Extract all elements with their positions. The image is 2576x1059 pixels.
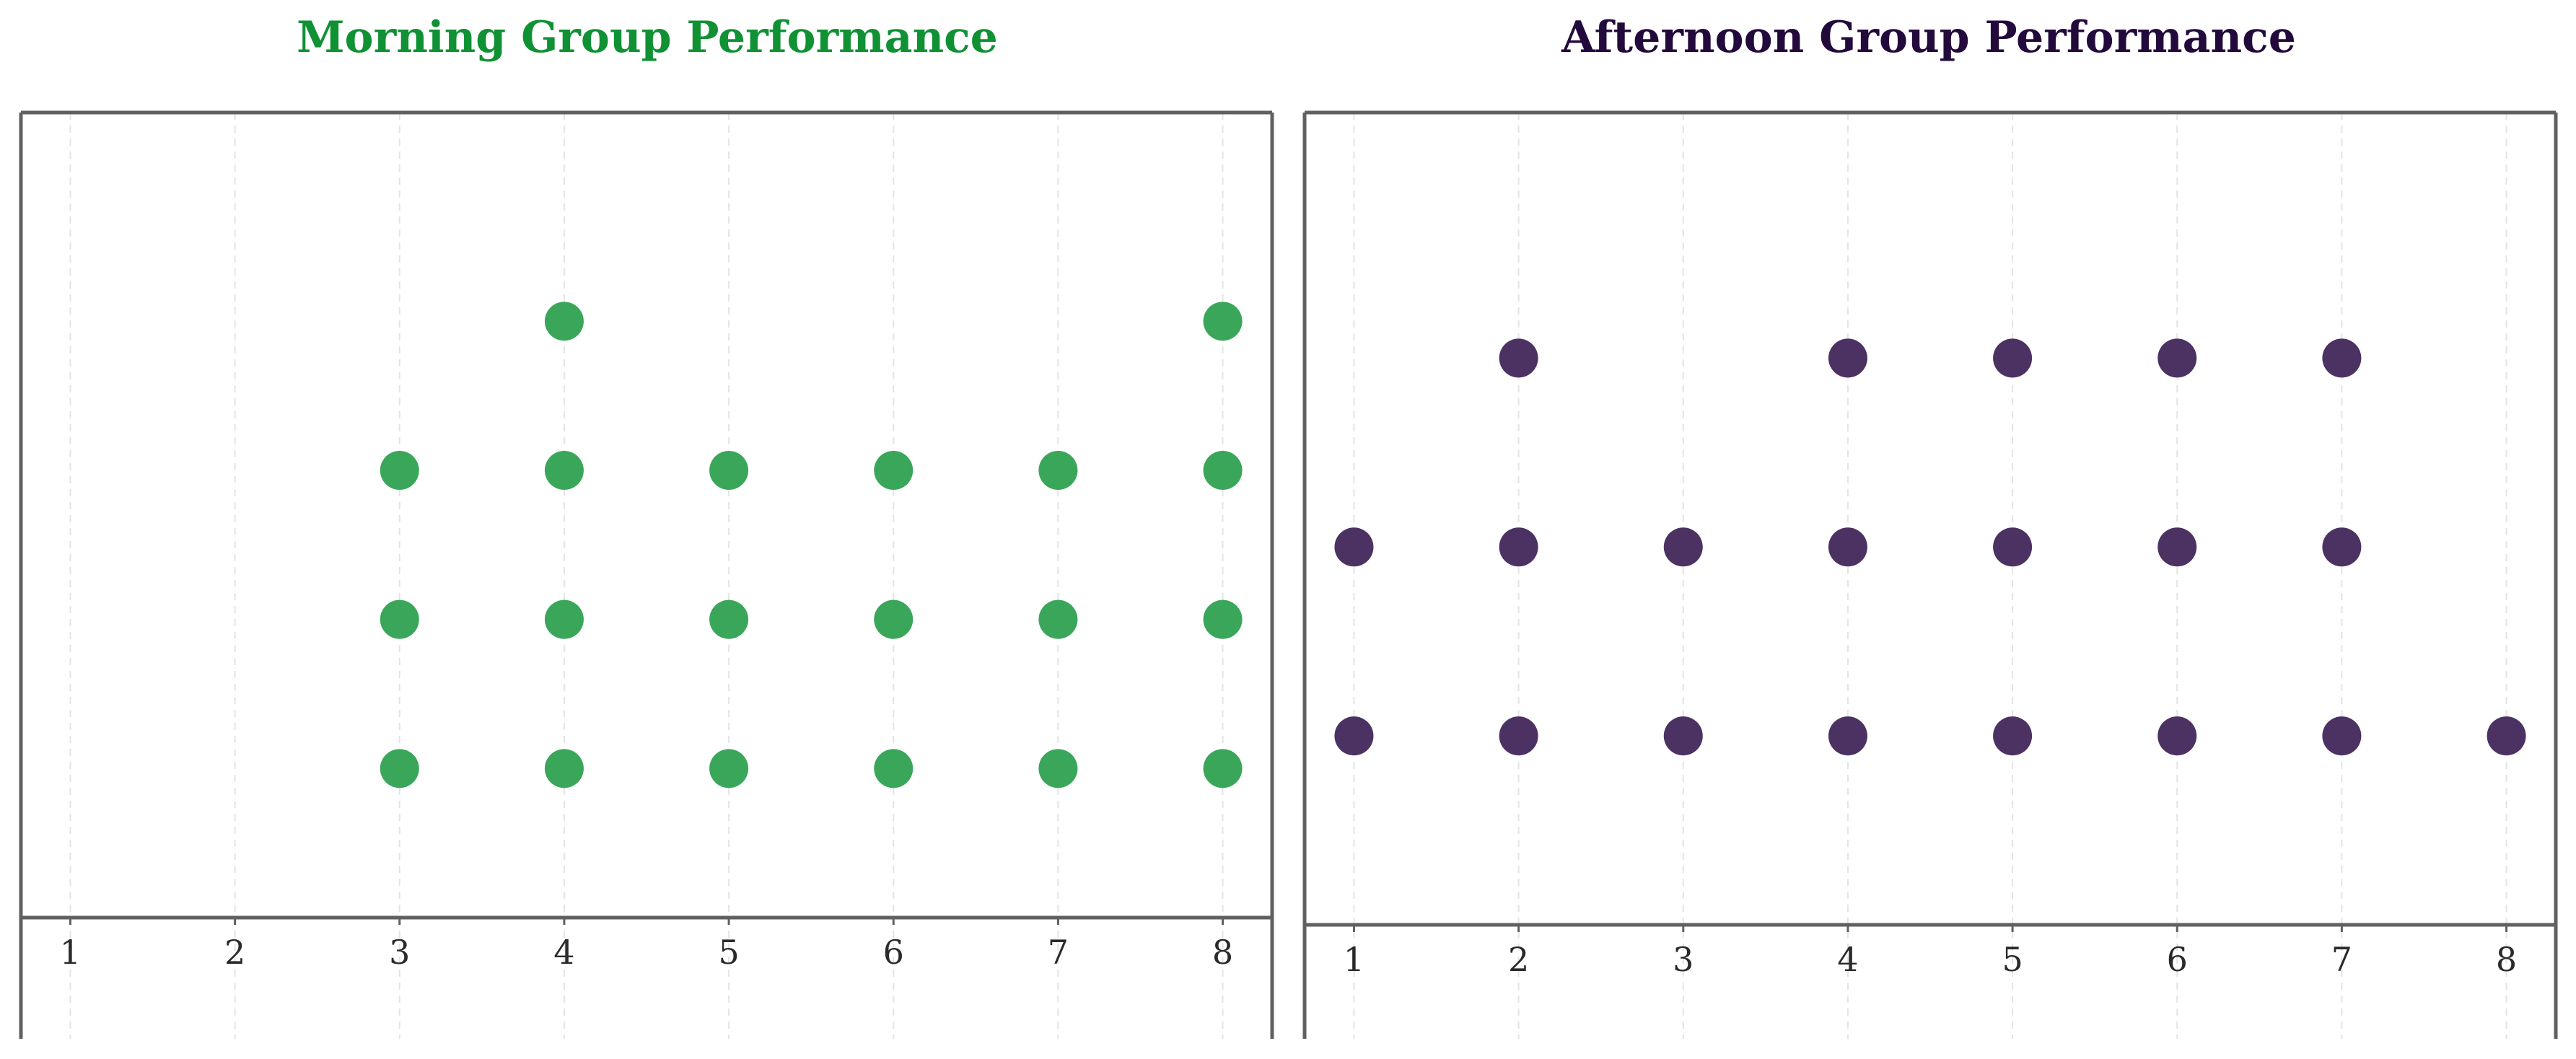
afternoon-panel-title: Afternoon Group Performance bbox=[1561, 12, 2296, 63]
afternoon-point bbox=[1499, 716, 1538, 756]
afternoon-panel: Afternoon Group Performance 1 2 3 4 5 6 7 8 bbox=[1302, 12, 2558, 1039]
morning-x-ticks: 1 2 3 4 5 6 7 8 bbox=[60, 918, 1233, 972]
morning-point bbox=[1203, 599, 1243, 639]
morning-panel-title: Morning Group Performance bbox=[297, 12, 998, 63]
morning-x-tick-label: 4 bbox=[553, 933, 574, 972]
morning-x-tick-label: 8 bbox=[1212, 933, 1233, 972]
afternoon-point bbox=[1828, 716, 1867, 756]
afternoon-point bbox=[1993, 527, 2033, 567]
morning-point bbox=[874, 599, 914, 639]
afternoon-grid bbox=[1353, 113, 2507, 1039]
afternoon-x-tick-label: 6 bbox=[2167, 940, 2188, 979]
afternoon-point bbox=[2157, 716, 2197, 756]
afternoon-x-tick-label: 7 bbox=[2331, 940, 2352, 979]
afternoon-point bbox=[2487, 716, 2526, 756]
afternoon-point bbox=[1993, 716, 2033, 756]
morning-point bbox=[709, 599, 749, 639]
morning-point bbox=[1038, 451, 1078, 490]
afternoon-point bbox=[1663, 716, 1703, 756]
morning-point bbox=[544, 749, 584, 788]
afternoon-point bbox=[1334, 716, 1374, 756]
afternoon-point bbox=[1499, 338, 1538, 378]
morning-x-tick-label: 7 bbox=[1048, 933, 1069, 972]
morning-point bbox=[380, 749, 419, 788]
afternoon-point bbox=[1828, 338, 1867, 378]
morning-point bbox=[874, 749, 914, 788]
morning-x-tick-label: 6 bbox=[883, 933, 904, 972]
afternoon-x-tick-label: 8 bbox=[2496, 940, 2517, 979]
afternoon-point bbox=[1334, 527, 1374, 567]
afternoon-x-tick-label: 4 bbox=[1837, 940, 1858, 979]
morning-x-tick-label: 5 bbox=[718, 933, 739, 972]
morning-point bbox=[709, 451, 749, 490]
afternoon-x-tick-label: 2 bbox=[1508, 940, 1529, 979]
afternoon-point bbox=[1663, 527, 1703, 567]
morning-point bbox=[874, 451, 914, 490]
afternoon-point bbox=[1828, 527, 1867, 567]
morning-point bbox=[709, 749, 749, 788]
morning-x-tick-label: 3 bbox=[389, 933, 410, 972]
morning-x-tick-label: 1 bbox=[60, 933, 81, 972]
morning-point bbox=[544, 451, 584, 490]
afternoon-x-tick-label: 3 bbox=[1673, 940, 1694, 979]
morning-points bbox=[380, 302, 1243, 788]
morning-point bbox=[1203, 302, 1243, 341]
morning-frame bbox=[19, 110, 1274, 1039]
afternoon-point bbox=[2157, 338, 2197, 378]
morning-x-tick-label: 2 bbox=[224, 933, 245, 972]
afternoon-x-ticks: 1 2 3 4 5 6 7 8 bbox=[1344, 925, 2517, 979]
morning-point bbox=[380, 451, 419, 490]
afternoon-x-tick-label: 5 bbox=[2002, 940, 2023, 979]
afternoon-frame bbox=[1302, 110, 2558, 1039]
morning-point bbox=[380, 599, 419, 639]
morning-point bbox=[544, 599, 584, 639]
afternoon-point bbox=[2322, 716, 2362, 756]
morning-point bbox=[1038, 749, 1078, 788]
morning-panel: Morning Group Performance 1 2 3 4 5 6 7 8 bbox=[19, 12, 1274, 1039]
afternoon-point bbox=[2322, 527, 2362, 567]
afternoon-x-tick-label: 1 bbox=[1344, 940, 1364, 979]
afternoon-point bbox=[1993, 338, 2033, 378]
morning-point bbox=[1203, 749, 1243, 788]
morning-point bbox=[544, 302, 584, 341]
afternoon-points bbox=[1334, 338, 2526, 756]
afternoon-point bbox=[2322, 338, 2362, 378]
morning-grid bbox=[69, 113, 1224, 1039]
morning-point bbox=[1038, 599, 1078, 639]
afternoon-point bbox=[1499, 527, 1538, 567]
morning-point bbox=[1203, 451, 1243, 490]
afternoon-point bbox=[2157, 527, 2197, 567]
